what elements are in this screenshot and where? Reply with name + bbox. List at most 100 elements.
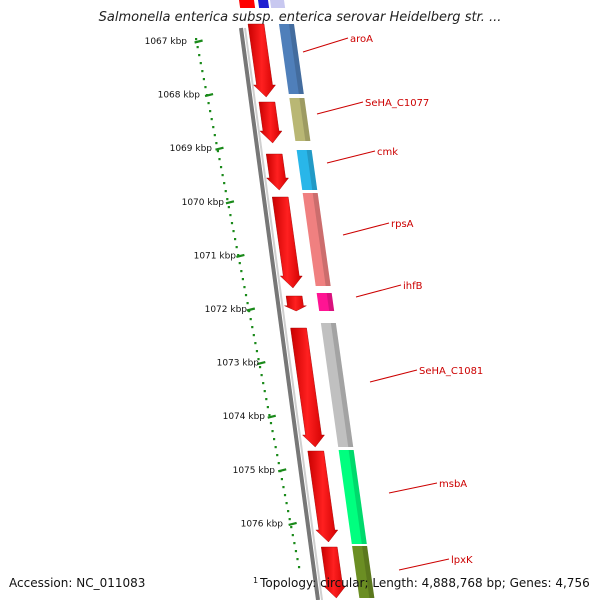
scale-dot: [285, 502, 288, 505]
scale-dot: [269, 422, 273, 425]
scale-dot: [241, 278, 244, 281]
scale-dot: [283, 494, 287, 497]
scale-dot: [238, 262, 241, 265]
label-leader: [398, 558, 450, 571]
gene-block-shade: [299, 98, 311, 141]
gene-block: [316, 293, 335, 311]
scale-tick: [236, 253, 245, 258]
scale-dot: [251, 326, 254, 329]
scale-dot: [218, 158, 221, 161]
scale-dot: [297, 566, 301, 569]
scale-tick: [277, 468, 287, 473]
cds-track: [239, 0, 347, 599]
scale-dot: [202, 78, 205, 81]
gene-block-shade: [289, 24, 304, 94]
scale-dot: [209, 110, 212, 113]
gene-block: [302, 193, 331, 286]
scale-dot: [216, 150, 220, 153]
scale-dot: [257, 358, 260, 361]
gene-block: [289, 98, 311, 141]
label-leader: [326, 150, 376, 164]
gene-label: msbA: [439, 479, 467, 490]
summary-text: Topology: circular; Length: 4,888,768 bp…: [260, 576, 590, 590]
cds-arrow: [271, 196, 303, 289]
scale-tick-label: 1075 kbp: [233, 466, 276, 476]
scale-dot: [249, 318, 252, 321]
scale-tick: [257, 361, 266, 366]
scale-dot: [280, 478, 283, 481]
scale-dot: [219, 166, 223, 169]
scale-dot: [221, 174, 224, 177]
gene-block-shade: [306, 150, 318, 190]
label-leader: [342, 222, 390, 236]
scale-dot: [294, 550, 298, 553]
scale-tick-label: 1072 kbp: [205, 305, 248, 315]
scale-dot: [237, 254, 240, 257]
gene-label: SeHA_C1081: [419, 366, 483, 377]
scale-tick-label: 1068 kbp: [158, 91, 201, 101]
scale-dot: [215, 142, 218, 145]
scale-dot: [240, 270, 243, 273]
scale-tick-label: 1071 kbp: [194, 251, 237, 261]
scale-dot: [252, 334, 255, 337]
cds-arrow: [290, 327, 325, 448]
scale-tick: [204, 93, 214, 98]
scale-dot: [296, 558, 299, 561]
gene-track: [279, 24, 375, 598]
scale-dot: [199, 62, 202, 65]
scale-dot: [277, 462, 280, 465]
scale-dot: [201, 70, 204, 73]
gene-block-shade: [326, 293, 335, 311]
scale-dot: [282, 486, 285, 489]
scale-dot: [246, 302, 249, 305]
scale-dot: [254, 342, 257, 345]
label-leader: [302, 37, 349, 53]
scale-dot: [293, 542, 296, 545]
scale-dot: [223, 182, 226, 185]
gene-block: [296, 150, 318, 190]
scale-dot: [212, 126, 215, 129]
scale-dot: [235, 246, 238, 249]
scale-dot: [213, 134, 216, 137]
scale-dot: [248, 310, 251, 313]
scale-dot: [232, 230, 235, 233]
scale-dot: [276, 454, 279, 457]
cds-arrow: [307, 450, 339, 543]
scale-tick-label: 1070 kbp: [182, 198, 225, 208]
scale-tick: [225, 200, 235, 205]
scale-tick-label: 1067 kbp: [145, 37, 188, 47]
gene-label: aroA: [350, 34, 373, 45]
gene-block: [338, 450, 367, 544]
gene-label: ihfB: [403, 281, 423, 292]
accession-label: Accession: NC_011083: [9, 576, 146, 590]
scale-tick: [267, 414, 277, 419]
scale-tick-label: 1073 kbp: [217, 359, 260, 369]
scale-dot: [224, 190, 227, 193]
gene-block: [352, 546, 375, 598]
scale-dot: [274, 446, 277, 449]
scale-tick-label: 1076 kbp: [241, 519, 284, 529]
scale-dot: [207, 102, 210, 105]
scale-dot: [204, 86, 207, 89]
scale-dot: [210, 118, 213, 121]
cds-arrow: [247, 23, 276, 98]
scale-tick-label: 1074 kbp: [223, 412, 266, 422]
scale-dot: [260, 374, 263, 377]
map-title: Salmonella enterica subsp. enterica sero…: [98, 10, 502, 25]
gene-block-shade: [362, 546, 375, 598]
start-marker: 1: [253, 576, 259, 585]
scale-dot: [287, 510, 290, 513]
label-leader: [355, 284, 402, 298]
scale-dot: [234, 238, 237, 241]
gene-block-shade: [330, 323, 354, 447]
gene-label: lpxK: [451, 555, 473, 566]
cds-arrow: [284, 295, 307, 312]
scale-dot: [196, 46, 199, 49]
scale-dot: [262, 382, 265, 385]
scale-tick: [215, 146, 224, 151]
genome-summary: 1 Topology: circular; Length: 4,888,768 b…: [253, 576, 590, 590]
gene-label: cmk: [377, 147, 398, 158]
scale-dot: [265, 398, 268, 401]
scale-dot: [268, 414, 271, 417]
